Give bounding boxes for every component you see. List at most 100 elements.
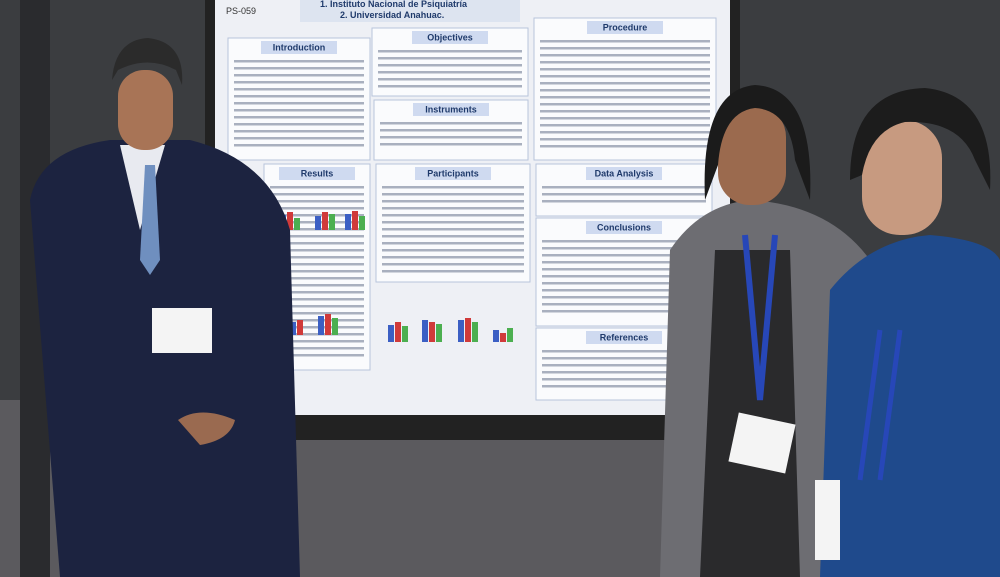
text-line (540, 47, 710, 50)
text-line (234, 81, 364, 84)
text-line (380, 122, 522, 125)
text-line (378, 71, 522, 74)
text-line (542, 275, 706, 278)
text-line (542, 303, 706, 306)
text-line (540, 89, 710, 92)
text-line (382, 214, 524, 217)
section-header: Data Analysis (595, 168, 654, 178)
text-line (234, 137, 364, 140)
text-line (542, 240, 706, 243)
text-line (542, 282, 706, 285)
section-header-bg (261, 41, 337, 54)
section-header-bg (279, 167, 355, 180)
text-line (542, 378, 706, 381)
text-line (234, 102, 364, 105)
section-header-bg (413, 103, 489, 116)
text-line (382, 256, 524, 259)
text-line (382, 207, 524, 210)
text-line (270, 193, 364, 196)
poster-figures (280, 211, 513, 342)
text-line (270, 186, 364, 189)
section-header: Introduction (273, 42, 326, 52)
text-line (234, 123, 364, 126)
text-line (542, 385, 706, 388)
person-right (815, 88, 1000, 577)
text-line (380, 129, 522, 132)
text-line (234, 74, 364, 77)
text-line (382, 228, 524, 231)
text-line (382, 193, 524, 196)
text-line (270, 200, 364, 203)
text-line (270, 333, 364, 336)
text-line (542, 310, 706, 313)
text-line (234, 67, 364, 70)
text-line (270, 242, 364, 245)
section-header-bg (586, 331, 662, 344)
section-header-bg (586, 167, 662, 180)
text-line (270, 235, 364, 238)
text-line (234, 144, 364, 147)
text-line (540, 131, 710, 134)
section-header: Procedure (603, 22, 648, 32)
text-line (234, 130, 364, 133)
text-line (540, 124, 710, 127)
text-line (234, 95, 364, 98)
text-line (382, 270, 524, 273)
text-line (378, 64, 522, 67)
section-header: Objectives (427, 32, 473, 42)
text-line (542, 350, 706, 353)
text-line (380, 143, 522, 146)
text-line (234, 109, 364, 112)
text-line (270, 214, 364, 217)
text-line (542, 296, 706, 299)
text-line (270, 277, 364, 280)
section-header-bg (412, 31, 488, 44)
text-line (270, 312, 364, 315)
person-left (30, 38, 300, 577)
text-line (542, 371, 706, 374)
text-line (234, 88, 364, 91)
text-line (542, 247, 706, 250)
text-line (270, 340, 364, 343)
text-line (234, 116, 364, 119)
text-line (540, 103, 710, 106)
text-line (540, 75, 710, 78)
text-line (382, 235, 524, 238)
affiliation: 2. Universidad Anahuac. (340, 10, 444, 20)
text-line (540, 117, 710, 120)
text-line (540, 96, 710, 99)
text-line (540, 138, 710, 141)
text-line (382, 249, 524, 252)
text-line (542, 364, 706, 367)
text-line (540, 54, 710, 57)
text-line (270, 270, 364, 273)
text-line (540, 40, 710, 43)
text-line (542, 268, 706, 271)
section-header: Participants (427, 168, 479, 178)
text-line (382, 263, 524, 266)
text-line (270, 284, 364, 287)
affiliation: 1. Instituto Nacional de Psiquiatría (320, 0, 468, 9)
section-header: Conclusions (597, 222, 651, 232)
text-line (270, 263, 364, 266)
text-line (270, 298, 364, 301)
text-line (270, 207, 364, 210)
text-line (382, 200, 524, 203)
section-header: Instruments (425, 104, 477, 114)
text-line (378, 78, 522, 81)
text-line (378, 50, 522, 53)
section-header: Results (301, 168, 334, 178)
text-line (378, 57, 522, 60)
text-line (270, 249, 364, 252)
text-line (270, 291, 364, 294)
text-line (270, 354, 364, 357)
text-line (540, 68, 710, 71)
section-header-bg (415, 167, 491, 180)
text-line (542, 357, 706, 360)
text-line (540, 82, 710, 85)
poster-title-band (300, 0, 520, 22)
section-header-bg (587, 21, 663, 34)
text-line (542, 289, 706, 292)
